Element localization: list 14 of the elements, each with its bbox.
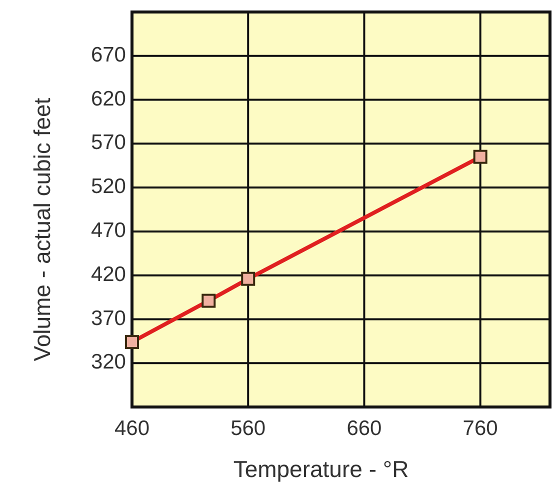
y-tick-label: 470: [90, 218, 126, 242]
x-tick-label: 760: [462, 417, 498, 440]
x-axis-title: Temperature - °R: [233, 456, 409, 482]
y-tick-label: 520: [90, 175, 126, 198]
y-tick-label: 570: [90, 131, 126, 154]
y-tick-label: 620: [90, 87, 126, 110]
y-tick-label: 670: [90, 43, 126, 66]
y-tick-label: 370: [90, 306, 126, 330]
y-tick-label: 320: [90, 350, 126, 374]
y-tick-label: 420: [90, 262, 126, 286]
x-tick-label: 460: [114, 417, 150, 440]
y-axis-title: Volume - actual cubic feet: [29, 97, 55, 362]
x-tick-label: 560: [230, 417, 266, 440]
x-tick-label: 660: [346, 417, 382, 440]
